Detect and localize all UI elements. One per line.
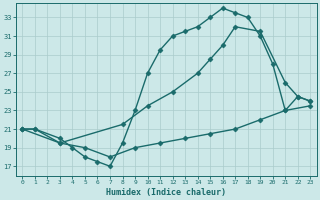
X-axis label: Humidex (Indice chaleur): Humidex (Indice chaleur) bbox=[106, 188, 226, 197]
